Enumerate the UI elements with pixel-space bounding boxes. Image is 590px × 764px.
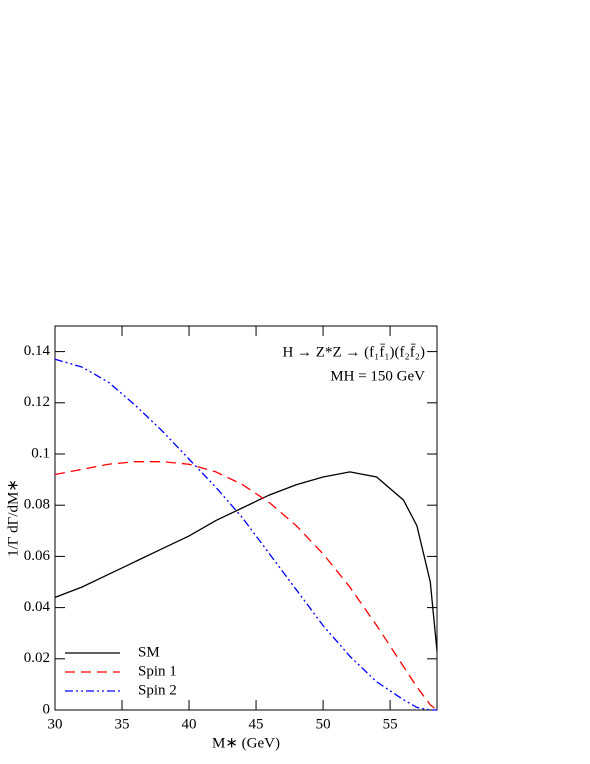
x-tick-label: 35 [115,716,130,732]
x-tick-label: 45 [249,716,264,732]
series-line [54,358,437,711]
legend-label: Spin 2 [138,682,177,698]
legend-label: SM [138,644,160,660]
series-line [54,471,438,652]
x-tick-label: 40 [182,716,197,732]
x-tick-label: 30 [48,716,63,732]
series-line [54,461,438,711]
y-tick-label: 0.06 [24,548,51,564]
plot-frame [54,325,438,711]
annotation: H → Z*Z → (f₁f̄₁)(f₂f̄₂) [282,344,425,361]
y-tick-label: 0.08 [24,497,50,513]
y-axis-label: 1/Γ dΓ/dM∗ [5,479,21,557]
y-tick-label: 0.1 [31,445,50,461]
y-tick-label: 0.02 [24,650,50,666]
y-tick-label: 0.14 [24,343,51,359]
x-tick-label: 50 [316,716,331,732]
annotation: MH = 150 GeV [330,368,425,384]
x-tick-label: 55 [383,716,398,732]
y-tick-label: 0.04 [24,599,51,615]
y-tick-label: 0 [43,701,51,717]
x-axis-label: M∗ (GeV) [212,735,280,751]
y-tick-label: 0.12 [24,394,50,410]
legend-label: Spin 1 [138,663,177,679]
